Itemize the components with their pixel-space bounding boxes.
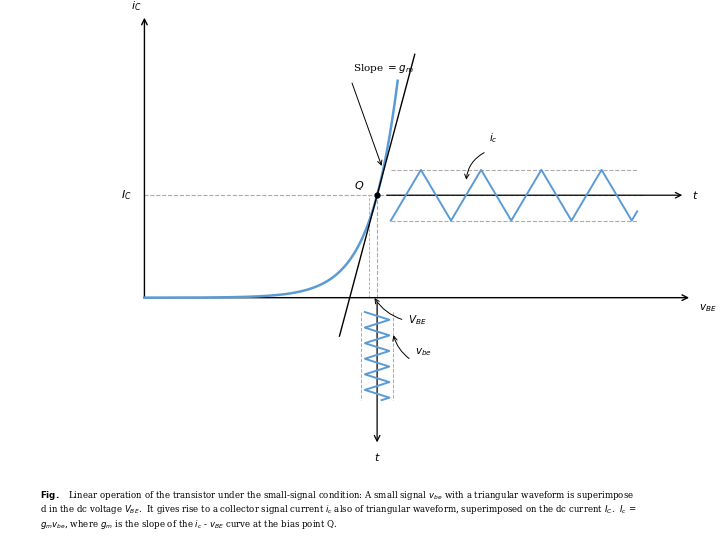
Text: $\mathbf{Fig.}$   Linear operation of the transistor under the small-signal cond: $\mathbf{Fig.}$ Linear operation of the … — [40, 489, 634, 502]
Text: $i_C$: $i_C$ — [131, 0, 141, 13]
Text: $V_{BE}$: $V_{BE}$ — [408, 313, 426, 327]
Text: $t$: $t$ — [692, 189, 698, 201]
Text: $v_{BE}$: $v_{BE}$ — [698, 302, 716, 314]
Text: $Q$: $Q$ — [354, 179, 365, 192]
Text: $t$: $t$ — [374, 451, 380, 463]
Text: d in the dc voltage $V_{BE}$.  It gives rise to a collector signal current $i_c$: d in the dc voltage $V_{BE}$. It gives r… — [40, 503, 636, 516]
Text: $I_C$: $I_C$ — [122, 188, 132, 202]
Text: Slope $= g_m$: Slope $= g_m$ — [353, 62, 414, 75]
Text: $v_{be}$: $v_{be}$ — [415, 346, 431, 358]
Text: $g_m$$v_{be}$, where $g_m$ is the slope of the $i_c$ - $v_{BE}$ curve at the bia: $g_m$$v_{be}$, where $g_m$ is the slope … — [40, 518, 337, 531]
Text: $i_c$: $i_c$ — [489, 131, 498, 145]
